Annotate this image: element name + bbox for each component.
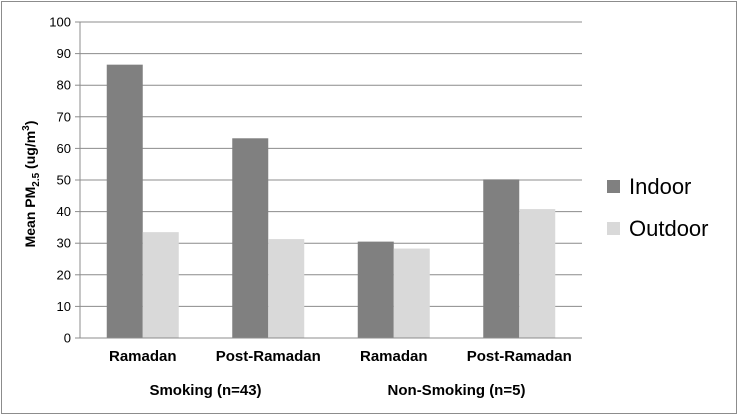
y-axis-label-close: ) xyxy=(22,121,38,126)
legend-layer: Indoor Outdoor xyxy=(607,174,709,241)
bar-outdoor-0 xyxy=(142,232,179,338)
bar-outdoor-3 xyxy=(519,209,556,338)
legend-swatch-indoor xyxy=(607,180,620,193)
bars-layer xyxy=(106,64,556,338)
chart-svg: 0 10 20 30 40 50 60 70 80 90 100 Ramadan Post-Ramada… xyxy=(21,15,709,400)
bar-outdoor-2 xyxy=(393,248,430,338)
y-axis-label: Mean PM2.5 (ug/m3) xyxy=(21,121,42,248)
legend-label-outdoor: Outdoor xyxy=(629,216,709,241)
x-group-label: Smoking (n=43) xyxy=(149,382,261,399)
y-tick-label: 90 xyxy=(57,46,71,61)
y-tick-label: 100 xyxy=(49,15,71,30)
x-category-label: Post-Ramadan xyxy=(467,348,572,365)
bar-indoor-2 xyxy=(357,241,394,338)
y-tick-label: 30 xyxy=(57,236,71,251)
y-axis-label-main: Mean PM xyxy=(22,187,38,248)
y-tick-label: 60 xyxy=(57,141,71,156)
y-axis-label-subscript: 2.5 xyxy=(31,172,42,186)
y-tick-label: 20 xyxy=(57,267,71,282)
x-category-label: Post-Ramadan xyxy=(216,348,321,365)
y-tick-label: 40 xyxy=(57,204,71,219)
x-category-label: Ramadan xyxy=(109,348,177,365)
axis-layer xyxy=(75,21,582,339)
y-axis-label-unit: (ug/m xyxy=(22,131,38,173)
x-category-label: Ramadan xyxy=(360,348,428,365)
bar-indoor-1 xyxy=(232,138,269,338)
y-tick-label: 70 xyxy=(57,109,71,124)
y-tick-label: 0 xyxy=(64,331,71,346)
labels-layer: 0 10 20 30 40 50 60 70 80 90 100 Ramadan Post-Ramada… xyxy=(49,15,571,400)
bar-indoor-3 xyxy=(483,179,520,338)
legend-swatch-outdoor xyxy=(607,222,620,235)
y-tick-label: 10 xyxy=(57,299,71,314)
bar-outdoor-1 xyxy=(268,239,305,338)
y-axis-label-superscript: 3 xyxy=(21,125,32,131)
y-tick-label: 80 xyxy=(57,78,71,93)
legend-label-indoor: Indoor xyxy=(629,174,691,199)
x-group-label: Non-Smoking (n=5) xyxy=(388,382,526,399)
bar-indoor-0 xyxy=(106,64,143,338)
y-tick-label: 50 xyxy=(57,173,71,188)
